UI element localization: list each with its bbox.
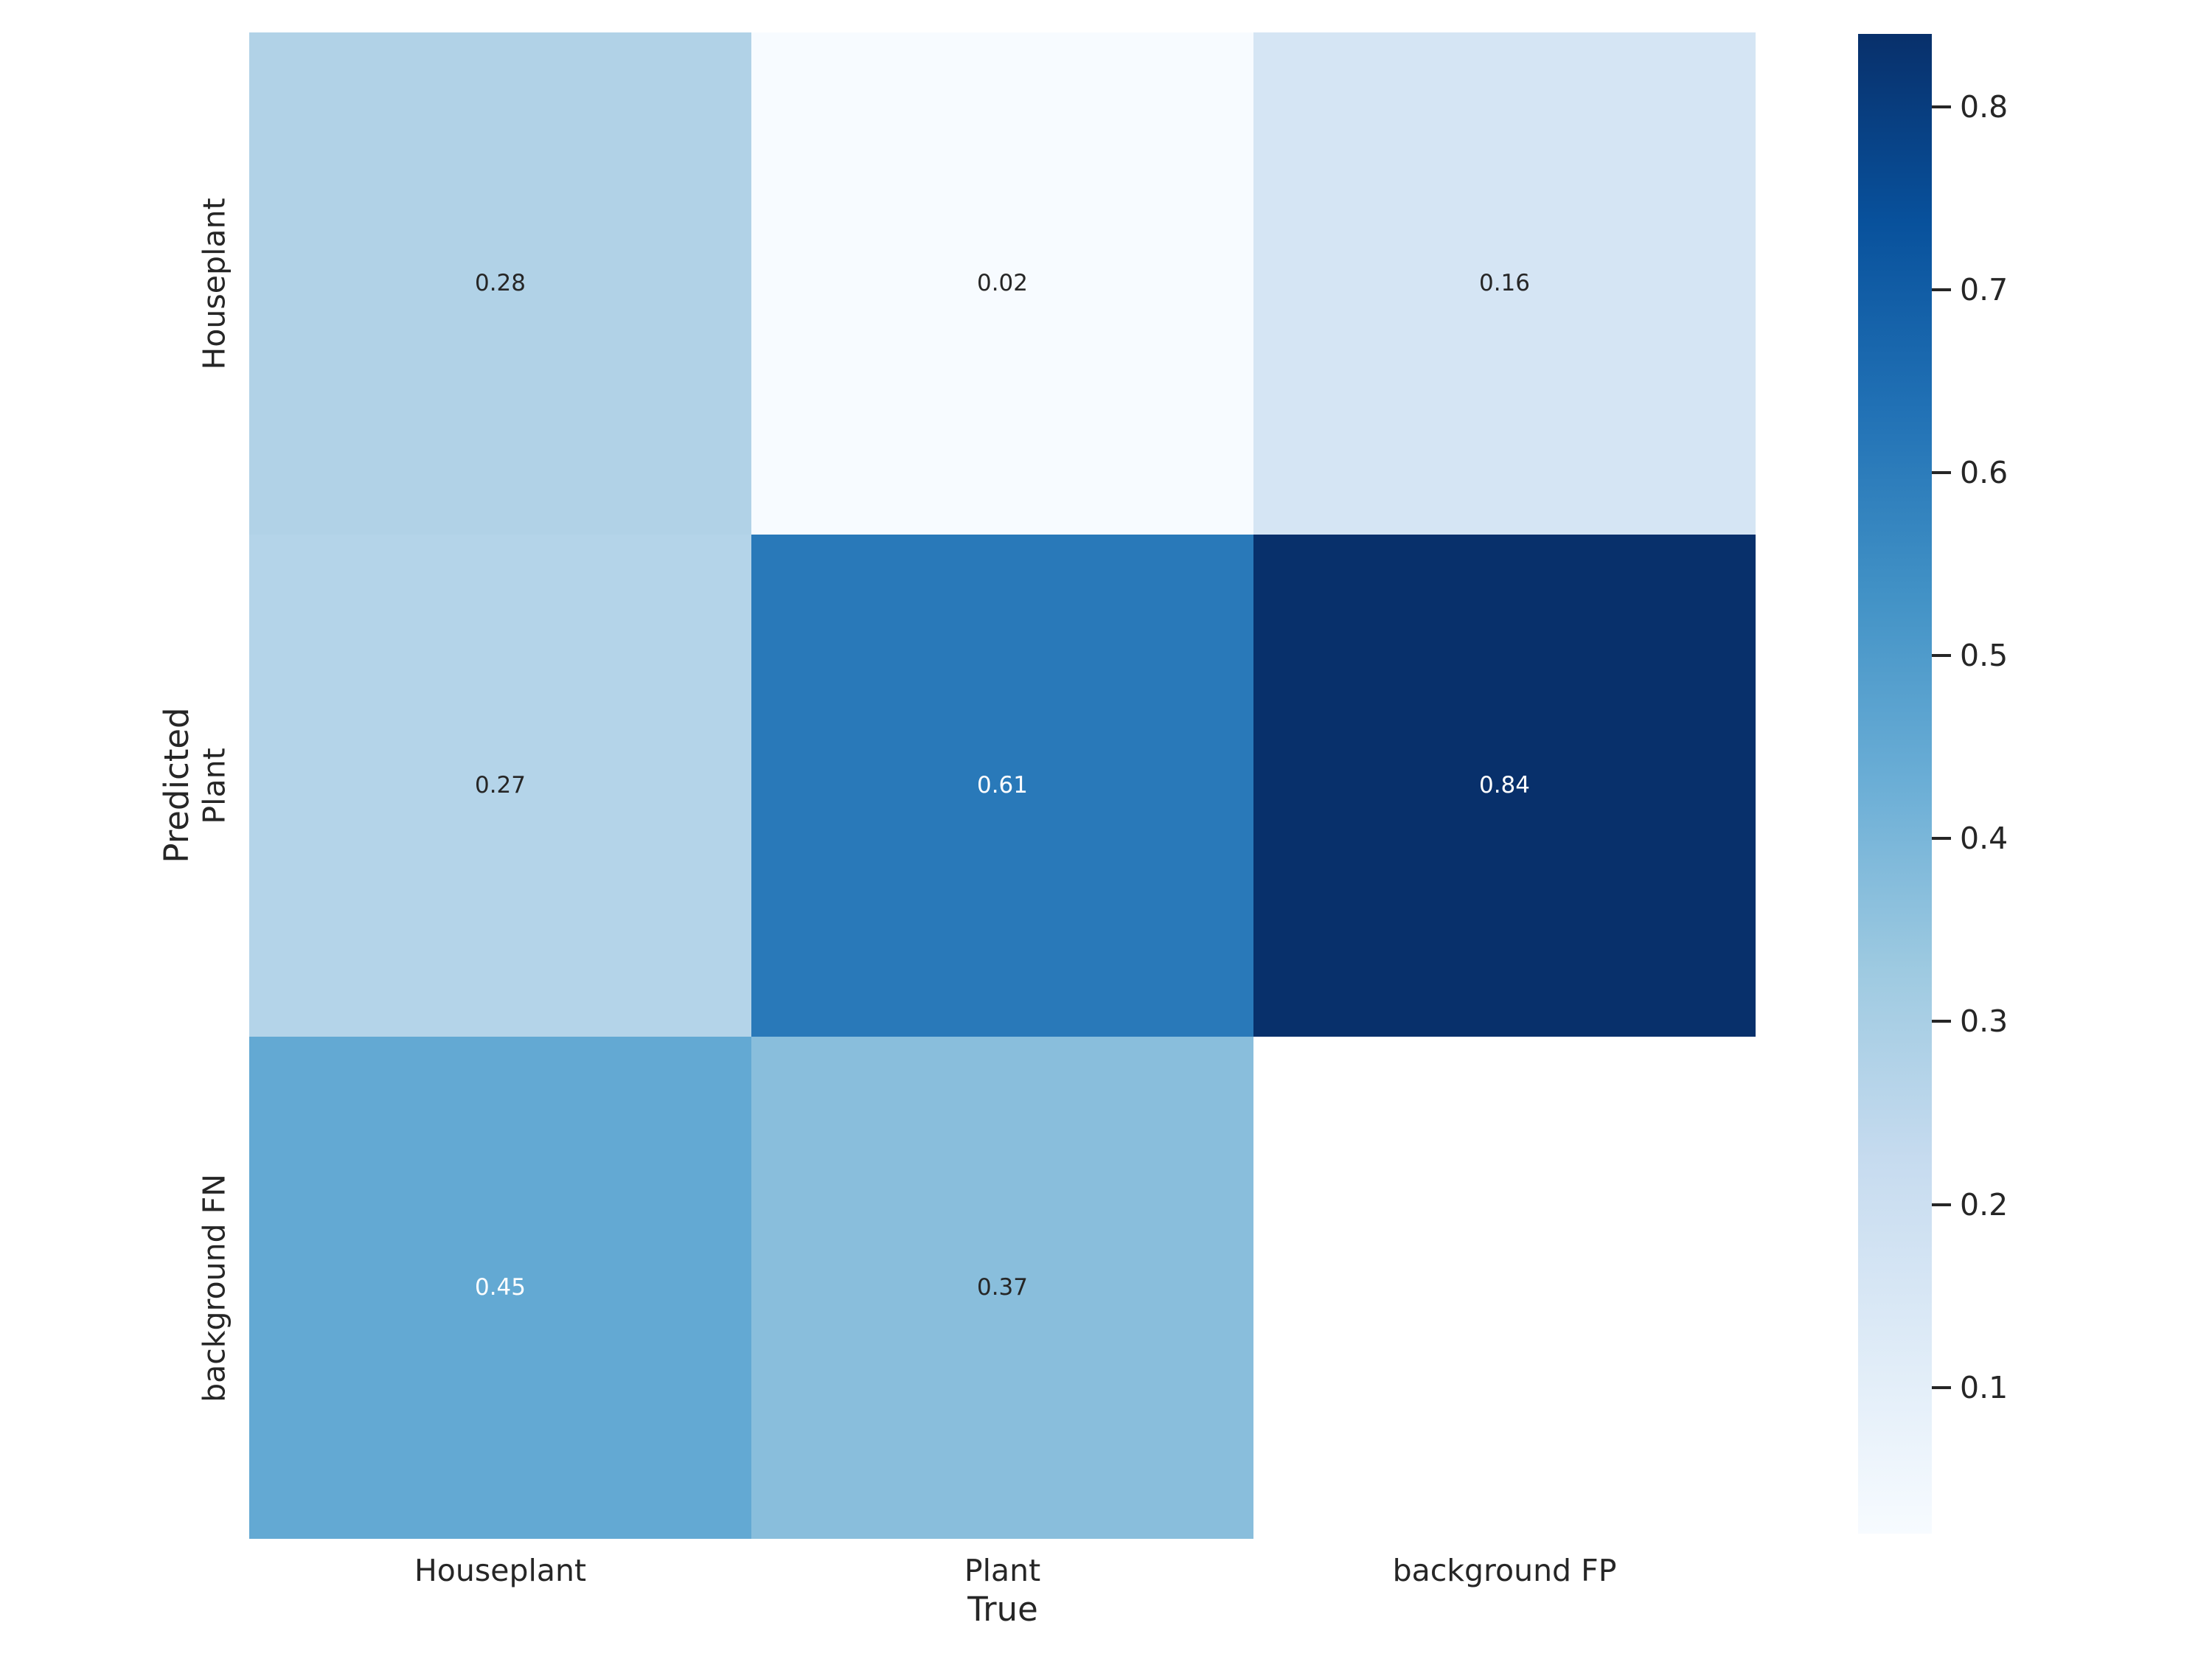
y-axis-label: Predicted (157, 707, 196, 863)
x-tick-label: background FP (1392, 1553, 1617, 1588)
colorbar-tick-label: 0.6 (1960, 455, 2008, 491)
heatmap-cell: 0.37 (751, 1037, 1253, 1539)
cell-value: 0.28 (474, 270, 526, 296)
heatmap-cell: 0.02 (751, 32, 1253, 535)
cell-value: 0.45 (474, 1274, 526, 1301)
colorbar-tick-mark (1932, 1385, 1951, 1389)
heatmap-cell: 0.27 (249, 535, 751, 1037)
cell-value: 0.27 (474, 772, 526, 799)
cell-value: 0.61 (976, 772, 1029, 799)
colorbar-tick-mark (1932, 654, 1951, 658)
cell-value: 0.02 (976, 270, 1029, 296)
heatmap-cell: 0.61 (751, 535, 1253, 1037)
y-tick-label: background FN (196, 1173, 232, 1402)
colorbar-gradient (1858, 34, 1932, 1534)
colorbar-tick-label: 0.5 (1960, 638, 2008, 674)
y-tick-label: Houseplant (196, 197, 232, 370)
colorbar-tick-mark (1932, 1203, 1951, 1206)
colorbar-tick-label: 0.8 (1960, 89, 2008, 125)
x-tick-label: Houseplant (414, 1553, 587, 1588)
cell-value: 0.84 (1478, 772, 1531, 799)
heatmap-cell: 0.16 (1253, 32, 1756, 535)
heatmap-cell: 0.45 (249, 1037, 751, 1539)
heatmap-cell: 0.84 (1253, 535, 1756, 1037)
colorbar-tick-mark (1932, 837, 1951, 841)
heatmap-cell (1253, 1037, 1756, 1539)
heatmap-cell: 0.28 (249, 32, 751, 535)
cell-value: 0.37 (976, 1274, 1029, 1301)
colorbar-tick-label: 0.1 (1960, 1369, 2008, 1405)
heatmap-grid: 0.28 0.02 0.16 0.27 0.61 0.84 0.45 0.37 (249, 32, 1756, 1539)
colorbar-tick-mark (1932, 288, 1951, 292)
cell-value: 0.16 (1478, 270, 1531, 296)
colorbar-tick-label: 0.2 (1960, 1186, 2008, 1222)
colorbar-tick-label: 0.3 (1960, 1004, 2008, 1040)
colorbar-tick-mark (1932, 105, 1951, 109)
colorbar-tick-label: 0.4 (1960, 821, 2008, 857)
colorbar-tick-mark (1932, 471, 1951, 475)
y-tick-label: Plant (196, 747, 232, 824)
x-tick-label: Plant (964, 1553, 1041, 1588)
colorbar-tick-label: 0.7 (1960, 272, 2008, 308)
x-axis-label: True (967, 1590, 1038, 1629)
colorbar-tick-mark (1932, 1020, 1951, 1023)
